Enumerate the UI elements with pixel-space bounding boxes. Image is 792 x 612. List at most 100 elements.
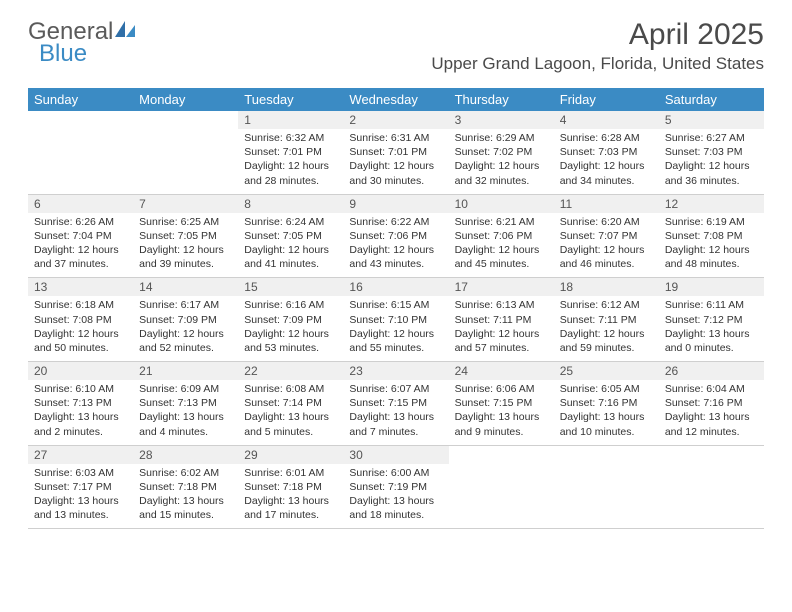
title-block: April 2025 Upper Grand Lagoon, Florida, … [431,18,764,74]
day-number: 27 [28,446,133,464]
calendar-week: 13Sunrise: 6:18 AMSunset: 7:08 PMDayligh… [28,278,764,362]
day-info: Sunrise: 6:08 AMSunset: 7:14 PMDaylight:… [238,380,343,445]
day-info: Sunrise: 6:15 AMSunset: 7:10 PMDaylight:… [343,296,448,361]
day-number: 18 [554,278,659,296]
calendar-day: 3Sunrise: 6:29 AMSunset: 7:02 PMDaylight… [449,111,554,194]
calendar-day: 2Sunrise: 6:31 AMSunset: 7:01 PMDaylight… [343,111,448,194]
day-number: 7 [133,195,238,213]
day-info: Sunrise: 6:11 AMSunset: 7:12 PMDaylight:… [659,296,764,361]
day-header-cell: Tuesday [238,88,343,111]
calendar-day-empty [659,446,764,529]
brand-part2-wrap: Blue [39,40,87,68]
calendar-day: 30Sunrise: 6:00 AMSunset: 7:19 PMDayligh… [343,446,448,529]
day-info: Sunrise: 6:05 AMSunset: 7:16 PMDaylight:… [554,380,659,445]
day-number: 10 [449,195,554,213]
day-number: 25 [554,362,659,380]
day-info: Sunrise: 6:07 AMSunset: 7:15 PMDaylight:… [343,380,448,445]
day-number: 5 [659,111,764,129]
calendar-day: 10Sunrise: 6:21 AMSunset: 7:06 PMDayligh… [449,195,554,278]
day-info: Sunrise: 6:21 AMSunset: 7:06 PMDaylight:… [449,213,554,278]
calendar-day-empty [133,111,238,194]
day-info: Sunrise: 6:12 AMSunset: 7:11 PMDaylight:… [554,296,659,361]
day-number: 29 [238,446,343,464]
calendar-day: 27Sunrise: 6:03 AMSunset: 7:17 PMDayligh… [28,446,133,529]
calendar-day: 16Sunrise: 6:15 AMSunset: 7:10 PMDayligh… [343,278,448,361]
day-number: 15 [238,278,343,296]
day-info: Sunrise: 6:13 AMSunset: 7:11 PMDaylight:… [449,296,554,361]
day-info: Sunrise: 6:29 AMSunset: 7:02 PMDaylight:… [449,129,554,194]
calendar-day: 9Sunrise: 6:22 AMSunset: 7:06 PMDaylight… [343,195,448,278]
calendar-day: 13Sunrise: 6:18 AMSunset: 7:08 PMDayligh… [28,278,133,361]
day-number: 3 [449,111,554,129]
calendar-day: 23Sunrise: 6:07 AMSunset: 7:15 PMDayligh… [343,362,448,445]
calendar-day: 21Sunrise: 6:09 AMSunset: 7:13 PMDayligh… [133,362,238,445]
day-number: 30 [343,446,448,464]
calendar-week: 20Sunrise: 6:10 AMSunset: 7:13 PMDayligh… [28,362,764,446]
day-header-cell: Monday [133,88,238,111]
day-info: Sunrise: 6:20 AMSunset: 7:07 PMDaylight:… [554,213,659,278]
day-info: Sunrise: 6:10 AMSunset: 7:13 PMDaylight:… [28,380,133,445]
calendar-day: 14Sunrise: 6:17 AMSunset: 7:09 PMDayligh… [133,278,238,361]
day-number: 23 [343,362,448,380]
day-number: 2 [343,111,448,129]
day-number: 9 [343,195,448,213]
weeks-container: 1Sunrise: 6:32 AMSunset: 7:01 PMDaylight… [28,111,764,529]
calendar-day: 11Sunrise: 6:20 AMSunset: 7:07 PMDayligh… [554,195,659,278]
day-header-cell: Sunday [28,88,133,111]
day-number: 8 [238,195,343,213]
day-info: Sunrise: 6:26 AMSunset: 7:04 PMDaylight:… [28,213,133,278]
calendar-week: 1Sunrise: 6:32 AMSunset: 7:01 PMDaylight… [28,111,764,195]
day-info: Sunrise: 6:00 AMSunset: 7:19 PMDaylight:… [343,464,448,529]
day-number: 21 [133,362,238,380]
day-number: 19 [659,278,764,296]
calendar-day: 1Sunrise: 6:32 AMSunset: 7:01 PMDaylight… [238,111,343,194]
day-number: 11 [554,195,659,213]
calendar-day: 17Sunrise: 6:13 AMSunset: 7:11 PMDayligh… [449,278,554,361]
calendar-day: 12Sunrise: 6:19 AMSunset: 7:08 PMDayligh… [659,195,764,278]
day-info: Sunrise: 6:04 AMSunset: 7:16 PMDaylight:… [659,380,764,445]
calendar-day: 22Sunrise: 6:08 AMSunset: 7:14 PMDayligh… [238,362,343,445]
day-number: 6 [28,195,133,213]
calendar-day: 5Sunrise: 6:27 AMSunset: 7:03 PMDaylight… [659,111,764,194]
day-info: Sunrise: 6:31 AMSunset: 7:01 PMDaylight:… [343,129,448,194]
page-title: April 2025 [431,18,764,52]
calendar-day: 24Sunrise: 6:06 AMSunset: 7:15 PMDayligh… [449,362,554,445]
day-info: Sunrise: 6:06 AMSunset: 7:15 PMDaylight:… [449,380,554,445]
calendar-day: 25Sunrise: 6:05 AMSunset: 7:16 PMDayligh… [554,362,659,445]
day-number: 13 [28,278,133,296]
day-number: 1 [238,111,343,129]
day-info: Sunrise: 6:22 AMSunset: 7:06 PMDaylight:… [343,213,448,278]
day-header-cell: Friday [554,88,659,111]
calendar-day-empty [554,446,659,529]
calendar-day: 6Sunrise: 6:26 AMSunset: 7:04 PMDaylight… [28,195,133,278]
day-info: Sunrise: 6:32 AMSunset: 7:01 PMDaylight:… [238,129,343,194]
calendar-week: 6Sunrise: 6:26 AMSunset: 7:04 PMDaylight… [28,195,764,279]
day-header-row: SundayMondayTuesdayWednesdayThursdayFrid… [28,88,764,111]
day-number: 14 [133,278,238,296]
day-number: 20 [28,362,133,380]
day-info: Sunrise: 6:24 AMSunset: 7:05 PMDaylight:… [238,213,343,278]
calendar: SundayMondayTuesdayWednesdayThursdayFrid… [0,82,792,541]
brand-part2: Blue [39,40,87,67]
header: General April 2025 Upper Grand Lagoon, F… [0,0,792,82]
day-number: 28 [133,446,238,464]
day-number: 22 [238,362,343,380]
day-info: Sunrise: 6:19 AMSunset: 7:08 PMDaylight:… [659,213,764,278]
day-info: Sunrise: 6:18 AMSunset: 7:08 PMDaylight:… [28,296,133,361]
calendar-day: 4Sunrise: 6:28 AMSunset: 7:03 PMDaylight… [554,111,659,194]
day-number: 24 [449,362,554,380]
day-number: 17 [449,278,554,296]
calendar-day-empty [449,446,554,529]
calendar-day-empty [28,111,133,194]
location-label: Upper Grand Lagoon, Florida, United Stat… [431,54,764,74]
logo-sail-icon [115,18,137,46]
calendar-day: 15Sunrise: 6:16 AMSunset: 7:09 PMDayligh… [238,278,343,361]
day-info: Sunrise: 6:28 AMSunset: 7:03 PMDaylight:… [554,129,659,194]
calendar-day: 18Sunrise: 6:12 AMSunset: 7:11 PMDayligh… [554,278,659,361]
day-info: Sunrise: 6:16 AMSunset: 7:09 PMDaylight:… [238,296,343,361]
day-header-cell: Saturday [659,88,764,111]
day-number: 12 [659,195,764,213]
day-info: Sunrise: 6:02 AMSunset: 7:18 PMDaylight:… [133,464,238,529]
day-number: 26 [659,362,764,380]
calendar-day: 26Sunrise: 6:04 AMSunset: 7:16 PMDayligh… [659,362,764,445]
